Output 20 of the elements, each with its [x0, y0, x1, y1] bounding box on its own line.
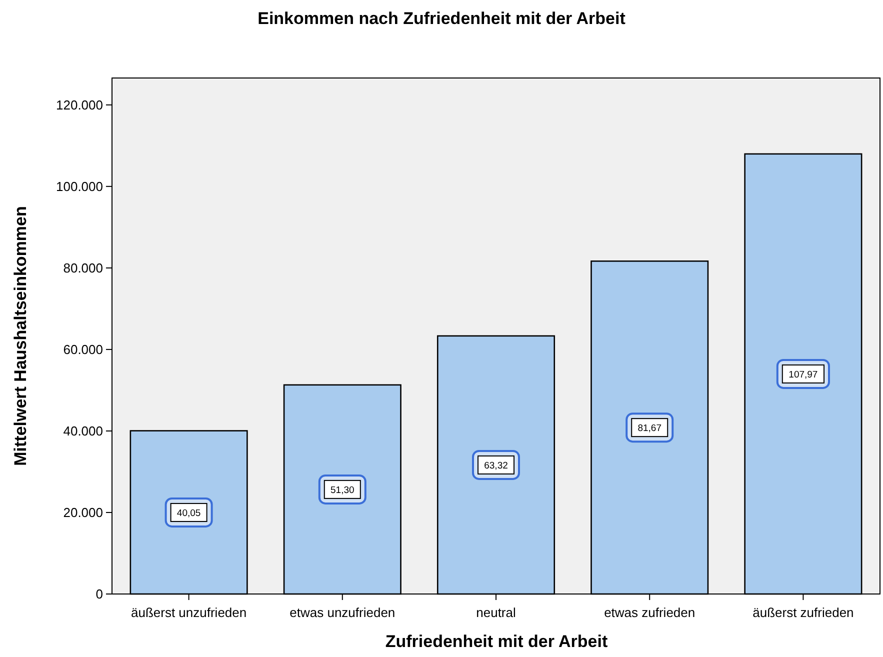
- y-axis-title: Mittelwert Haushaltseinkommen: [11, 206, 30, 466]
- x-tick-label: äußerst zufrieden: [752, 605, 854, 620]
- x-tick-label: etwas unzufrieden: [290, 605, 396, 620]
- annotation: 107,97: [788, 369, 818, 380]
- y-tick-label: 80.000: [63, 260, 103, 276]
- annotation: 40,05: [176, 508, 201, 519]
- y-tick-label: 20.000: [63, 505, 103, 520]
- x-axis-title: Zufriedenheit mit der Arbeit: [385, 632, 608, 651]
- y-tick-label: 0: [96, 586, 103, 602]
- annotation: 81,67: [638, 423, 662, 434]
- y-tick-label: 100.000: [56, 178, 103, 194]
- y-tick-label: 120.000: [56, 97, 103, 112]
- chart-title: Einkommen nach Zufriedenheit mit der Arbeit: [258, 9, 626, 28]
- annotation: 51,30: [330, 484, 354, 496]
- y-tick-label: 40.000: [63, 424, 103, 439]
- x-tick-label: etwas zufrieden: [604, 605, 696, 620]
- x-tick-label: neutral: [476, 605, 516, 620]
- x-tick-label: äußerst unzufrieden: [130, 605, 247, 620]
- y-tick-label: 60.000: [63, 342, 103, 357]
- annotation: 63,32: [484, 460, 508, 472]
